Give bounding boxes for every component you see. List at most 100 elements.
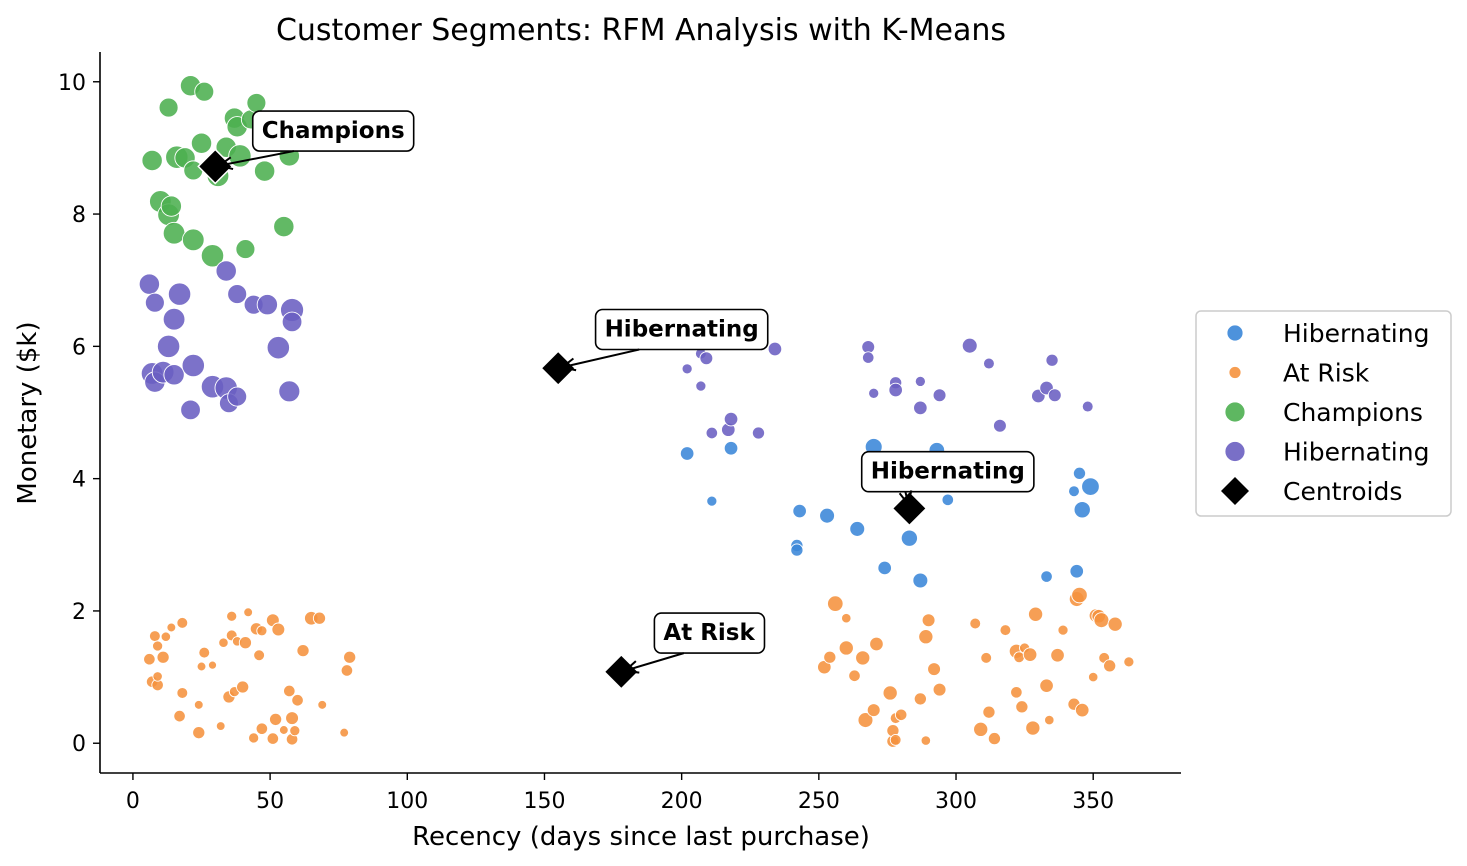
data-point <box>767 341 783 357</box>
data-point <box>144 292 165 313</box>
legend-marker <box>1224 401 1246 423</box>
data-point <box>1123 656 1135 668</box>
data-point <box>848 669 861 682</box>
data-point <box>156 334 181 359</box>
data-point <box>869 636 884 652</box>
data-point <box>281 311 303 333</box>
data-point <box>695 380 707 392</box>
annotation-label: Hibernating <box>605 316 759 342</box>
annotation-box <box>251 110 415 152</box>
data-point <box>166 622 177 633</box>
data-point <box>877 560 892 576</box>
x-tick-label: 100 <box>386 789 428 814</box>
data-point <box>1044 714 1055 726</box>
x-tick-label: 300 <box>935 789 977 814</box>
data-point <box>1027 606 1044 622</box>
data-point <box>278 380 301 403</box>
data-point <box>227 284 248 305</box>
data-point <box>160 195 182 217</box>
data-point <box>143 652 156 666</box>
data-point <box>273 215 295 238</box>
data-point <box>790 543 804 557</box>
data-point <box>912 572 929 589</box>
data-point <box>253 649 266 662</box>
data-point <box>1022 647 1038 662</box>
data-point <box>941 493 955 507</box>
y-tick-label: 0 <box>72 732 86 757</box>
data-point <box>167 282 192 306</box>
annotation-arrowhead <box>624 660 640 674</box>
data-point <box>256 625 268 637</box>
legend-frame <box>1195 310 1452 517</box>
legend-marker-diamond <box>1221 477 1249 505</box>
data-point <box>1057 624 1069 636</box>
data-point <box>194 81 215 102</box>
annotation-label: Champions <box>262 118 405 144</box>
data-point <box>1074 702 1090 718</box>
data-point <box>918 629 934 645</box>
data-point <box>1081 400 1094 413</box>
legend-label: At Risk <box>1283 359 1370 388</box>
data-point <box>861 351 875 364</box>
y-tick-label: 4 <box>72 468 86 493</box>
annotation-3: At Risk <box>624 612 766 674</box>
data-point <box>868 387 880 399</box>
data-point <box>920 735 932 746</box>
data-point <box>141 149 163 172</box>
x-axis-label: Recency (days since last purchase) <box>412 822 870 852</box>
data-point <box>271 622 286 637</box>
annotation-arrowhead <box>561 357 577 372</box>
data-point <box>162 221 186 245</box>
data-point <box>1010 686 1023 699</box>
data-point <box>226 610 238 622</box>
data-point <box>278 725 289 735</box>
data-point <box>152 671 163 682</box>
data-point <box>138 273 161 295</box>
data-point <box>849 520 866 537</box>
data-point <box>227 386 248 407</box>
data-point <box>162 307 186 331</box>
data-point <box>266 732 280 745</box>
data-point <box>180 399 201 421</box>
annotation-arrow <box>561 348 640 369</box>
centroid-marker <box>603 653 640 690</box>
data-point <box>1015 700 1029 714</box>
data-point <box>176 687 189 699</box>
legend-label: Hibernating <box>1283 319 1429 348</box>
data-point <box>1047 388 1062 403</box>
data-point <box>841 613 852 624</box>
data-point <box>888 382 903 398</box>
data-point <box>235 239 256 260</box>
data-point <box>339 727 350 738</box>
data-point <box>176 616 189 629</box>
data-point <box>296 644 310 658</box>
data-point <box>866 703 881 718</box>
legend: Hibernating At Risk Champions Hibernating Ce… <box>1195 310 1452 517</box>
data-point <box>181 228 205 252</box>
data-point <box>196 661 207 672</box>
data-point <box>285 711 299 726</box>
legend-label: Hibernating <box>1283 438 1429 467</box>
annotation-box <box>860 450 1035 493</box>
data-point <box>266 336 291 360</box>
legend-label: Centroids <box>1283 477 1402 506</box>
data-point <box>983 357 995 370</box>
data-point <box>291 694 304 707</box>
data-point <box>289 725 301 737</box>
annotation-2: Hibernating <box>860 450 1035 506</box>
legend-marker <box>1224 441 1246 462</box>
data-point <box>932 682 947 697</box>
data-point <box>706 495 718 507</box>
data-point <box>1103 659 1117 673</box>
y-axis-label: Monetary ($k) <box>13 321 43 504</box>
data-point <box>1071 586 1088 604</box>
data-point <box>932 388 947 403</box>
data-point <box>1050 648 1065 663</box>
x-tick-label: 250 <box>798 789 840 814</box>
data-point <box>751 426 766 440</box>
data-point <box>215 260 237 282</box>
data-point <box>340 664 354 677</box>
data-point <box>148 630 161 642</box>
data-point <box>969 617 982 630</box>
data-point <box>1039 678 1054 693</box>
